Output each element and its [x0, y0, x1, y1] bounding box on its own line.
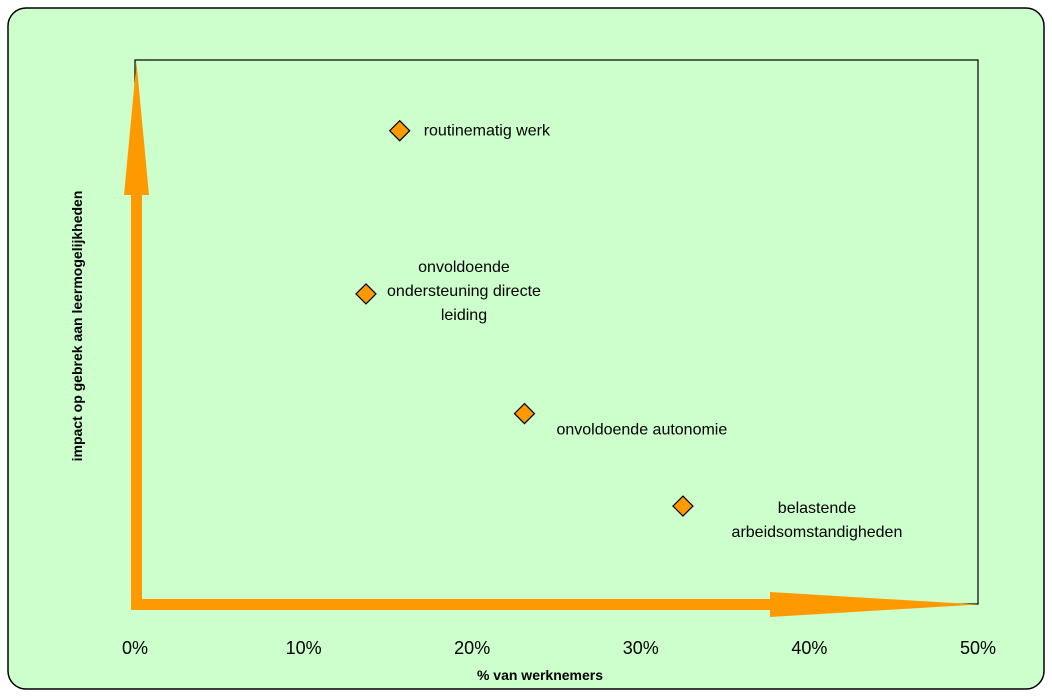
data-point-marker: [355, 283, 377, 305]
y-axis-arrow: [124, 62, 149, 606]
data-point-label: onvoldoende ondersteuning directe leiding: [387, 259, 541, 324]
x-tick-label: 30%: [623, 638, 659, 658]
x-tick-label: 20%: [454, 638, 490, 658]
y-axis-title: impact op gebrek aan leermogelijkheden: [69, 191, 85, 462]
x-tick-labels: 0% 10% 20% 30% 40% 50%: [122, 638, 996, 658]
data-point-label: onvoldoende autonomie: [556, 422, 727, 439]
data-point-marker: [672, 495, 694, 517]
x-axis-title: % van werknemers: [477, 667, 603, 683]
point-labels: routinematig werk onvoldoende ondersteunin…: [387, 123, 902, 541]
x-axis-arrow: [131, 592, 978, 617]
data-points: [355, 119, 694, 517]
data-point-label: routinematig werk: [424, 123, 551, 140]
data-point-label: belastende arbeidsomstandigheden: [732, 500, 903, 541]
data-point-marker: [388, 119, 411, 142]
x-tick-label: 0%: [122, 638, 148, 658]
data-point-marker: [513, 402, 536, 425]
x-tick-label: 50%: [960, 638, 996, 658]
chart-background: [7, 7, 1045, 690]
x-tick-label: 10%: [286, 638, 322, 658]
x-tick-label: 40%: [791, 638, 827, 658]
